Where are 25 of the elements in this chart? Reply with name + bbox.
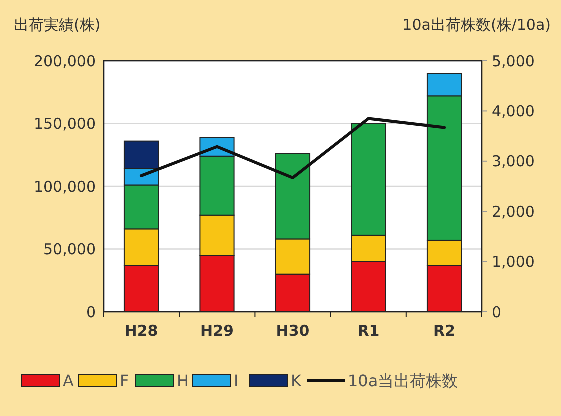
y-tick-label: 150,000	[34, 115, 96, 133]
legend-label: A	[63, 372, 74, 391]
y-tick-label: 200,000	[34, 52, 96, 70]
x-tick-label: R1	[358, 322, 380, 340]
x-tick-label: R2	[434, 322, 456, 340]
y2-tick-label: 0	[492, 303, 502, 322]
y-tick-label: 100,000	[34, 178, 96, 196]
legend-label: K	[291, 372, 302, 391]
legend-label: F	[120, 372, 130, 391]
y2-tick-label: 4,000	[492, 102, 535, 120]
x-tick-label: H28	[124, 322, 158, 340]
y2-tick-label: 3,000	[492, 152, 535, 171]
legend-label: H	[177, 372, 190, 391]
line-series	[140, 117, 446, 180]
y2-tick-label: 2,000	[492, 202, 535, 221]
y-axis-title: 出荷実績(株)	[14, 16, 101, 34]
legend-label: 10a当出荷株数	[348, 372, 458, 391]
y2-tick-label: 1,000	[492, 253, 535, 272]
y-tick-label: 0	[86, 303, 96, 322]
y2-axis-title: 10a出荷株数(株/10a)	[402, 16, 551, 34]
y-tick-label: 50,000	[44, 240, 96, 258]
legend-label: I	[234, 372, 239, 391]
x-tick-label: H29	[200, 322, 234, 340]
x-tick-label: H30	[276, 322, 310, 340]
y2-tick-label: 5,000	[492, 52, 535, 70]
